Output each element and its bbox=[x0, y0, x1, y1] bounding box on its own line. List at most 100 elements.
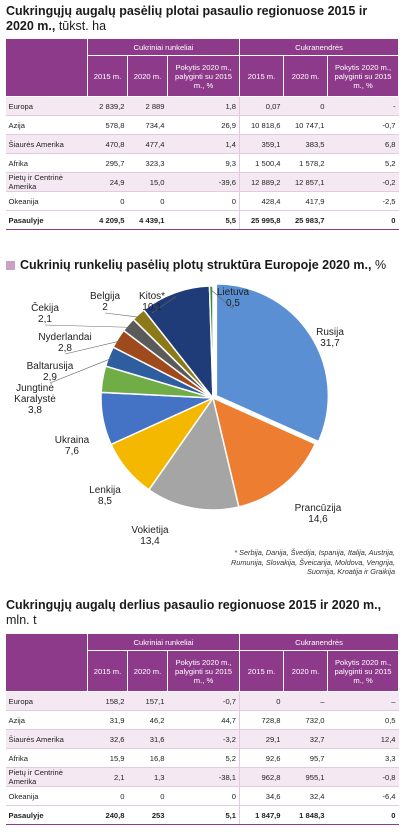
footnote: * Serbija, Danija, Švedija, Ispanija, It… bbox=[231, 548, 395, 576]
title: Cukringųjų augalų pasėlių plotai pasauli… bbox=[6, 4, 368, 33]
row-label: Azija bbox=[5, 115, 88, 135]
section-title: Cukringųjų augalų pasėlių plotai pasauli… bbox=[6, 4, 396, 34]
pie-slice bbox=[147, 396, 240, 511]
slice-name: Belgija bbox=[89, 291, 121, 302]
slice-label: Vokietija 13,4 bbox=[110, 525, 190, 547]
table-cell: 12 857,1 bbox=[283, 172, 328, 192]
group-header: Cukriniai runkeliai bbox=[86, 38, 241, 56]
slice-name: Rusija bbox=[316, 327, 344, 338]
slice-label: Jungtinė Karalystė 3,8 bbox=[0, 383, 75, 416]
table-cell: 24,9 bbox=[87, 172, 128, 192]
table-cell: -2,5 bbox=[327, 191, 399, 211]
slice-value: 14,6 bbox=[308, 514, 328, 525]
table-row: Okeanija 0 0 0 34,6 32,4 -6,4 bbox=[5, 786, 399, 806]
table-row: Europa 158,2 157,1 -0,7 0– – bbox=[5, 691, 399, 711]
column-header: 2015 m. bbox=[87, 55, 128, 97]
row-label: Pietų ir Centrinė Amerika bbox=[5, 172, 88, 192]
table-cell: 0 bbox=[87, 191, 128, 211]
table-row: Pasaulyje 240,8 253 5,1 1 847,9 1 848,3 0 bbox=[5, 805, 399, 825]
table-cell: 417,9 bbox=[283, 191, 328, 211]
slice-label: Rusija 31,7 bbox=[290, 327, 370, 349]
table-cell: 470,8 bbox=[87, 134, 128, 154]
table-cell: 1,4 bbox=[167, 134, 240, 154]
table-cell: – bbox=[327, 691, 399, 711]
table-cell: 12,4 bbox=[327, 729, 399, 749]
row-label: Europa bbox=[5, 96, 88, 116]
column-header: 2015 m. bbox=[239, 55, 285, 97]
group-header: Cukriniai runkeliai bbox=[86, 633, 241, 651]
row-label: Šiaurės Amerika bbox=[5, 134, 88, 154]
table-cell: 25 995,8 bbox=[239, 210, 284, 230]
table-cell: 1 500,4 bbox=[239, 153, 284, 173]
pie-chart: Rusija 31,7 Prancūzija 14,6 Vokietija 13,4 Len… bbox=[0, 275, 403, 595]
table-row: Pasaulyje 4 209,5 4 439,1 5,5 25 995,8 25 983… bbox=[5, 210, 399, 230]
slice-value: 8,5 bbox=[98, 496, 112, 507]
table-cell: -38,1 bbox=[167, 767, 240, 787]
header-row: 2015 m. 2020 m. Pokytis 2020 m., palyginti… bbox=[6, 55, 400, 97]
slice-value: 2,9 bbox=[43, 372, 57, 383]
header-row: 2015 m. 2020 m. Pokytis 2020 m., palyginti… bbox=[6, 650, 400, 692]
table-row: Šiaurės Amerika 32,6 31,6 -3,2 29,1 32,7 12,4 bbox=[5, 729, 399, 749]
table-cell: 1 578,2 bbox=[283, 153, 328, 173]
slice-name: Vokietija bbox=[131, 525, 169, 536]
table-row: Pietų ir Centrinė Amerika 2,1 1,3 -38,1 962,… bbox=[5, 767, 399, 787]
leader-line bbox=[49, 357, 113, 384]
leader-line bbox=[151, 296, 177, 314]
data-table: Cukriniai runkeliai Cukranendrės 2015 m. 20… bbox=[5, 633, 400, 825]
table-cell: 29,1 bbox=[239, 729, 284, 749]
table-cell: 4 439,1 bbox=[127, 210, 168, 230]
table-cell: 0 bbox=[87, 786, 128, 806]
table-cell: 15,0 bbox=[127, 172, 168, 192]
table-cell: 323,3 bbox=[127, 153, 168, 173]
slice-name: Baltarusija bbox=[26, 361, 74, 372]
row-label: Okeanija bbox=[5, 191, 88, 211]
table-cell: 9,3 bbox=[167, 153, 240, 173]
table-cell: -3,2 bbox=[167, 729, 240, 749]
table-cell: 1,3 bbox=[127, 767, 168, 787]
table-cell: 44,7 bbox=[167, 710, 240, 730]
row-label: Šiaurės Amerika bbox=[5, 729, 88, 749]
unit: mln. t bbox=[6, 613, 37, 627]
section-title: Cukrinių runkelių pasėlių plotų struktūr… bbox=[6, 258, 403, 273]
header-row: Cukriniai runkeliai Cukranendrės bbox=[5, 633, 400, 692]
column-header: 2020 m. bbox=[283, 650, 329, 692]
column-header: 2020 m. bbox=[127, 650, 168, 692]
column-header: Pokytis 2020 m., palyginti su 2015 m., % bbox=[327, 55, 400, 97]
section-title: Cukringųjų augalų derlius pasaulio regio… bbox=[6, 598, 396, 628]
pie-slice bbox=[215, 283, 330, 443]
row-label: Afrika bbox=[5, 748, 88, 768]
pie-svg bbox=[44, 283, 330, 511]
table-cell: -0,7 bbox=[327, 115, 399, 135]
table-cell: 5,5 bbox=[167, 210, 240, 230]
slice-value: 7,6 bbox=[65, 446, 79, 457]
header-corner bbox=[5, 38, 88, 97]
slice-label: Kitos* 10,1 bbox=[112, 291, 192, 313]
table-cell: 962,8 bbox=[239, 767, 284, 787]
table-cell: 92,6 bbox=[239, 748, 284, 768]
slice-name: Lietuva bbox=[216, 287, 250, 298]
table-cell: 46,2 bbox=[127, 710, 168, 730]
table-cell: 26,9 bbox=[167, 115, 240, 135]
table-row: Okeanija 0 0 0 428,4 417,9 -2,5 bbox=[5, 191, 399, 211]
table-cell: 5,2 bbox=[327, 153, 399, 173]
header-row: Cukriniai runkeliai Cukranendrės bbox=[5, 38, 400, 97]
table-cell: 477,4 bbox=[127, 134, 168, 154]
table-cell: 1,8 bbox=[167, 96, 240, 116]
table-cell: 253 bbox=[127, 805, 168, 825]
table-cell: 5,2 bbox=[167, 748, 240, 768]
slice-label: Belgija 2 bbox=[65, 291, 145, 313]
slice-name: Čekija bbox=[31, 303, 59, 314]
table-cell: 383,5 bbox=[283, 134, 328, 154]
table-cell: 0 bbox=[127, 786, 168, 806]
table-cell: 955,1 bbox=[283, 767, 328, 787]
column-header: Pokytis 2020 m., palyginti su 2015 m., % bbox=[327, 650, 400, 692]
leader-line bbox=[64, 340, 122, 355]
table-cell: -6,4 bbox=[327, 786, 399, 806]
slice-name: Prancūzija bbox=[294, 503, 342, 514]
table-cell: 240,8 bbox=[87, 805, 128, 825]
group-header: Cukranendrės bbox=[239, 633, 400, 651]
slice-value: 3,8 bbox=[28, 405, 42, 416]
group-header: Cukranendrės bbox=[239, 38, 400, 56]
unit: tūkst. ha bbox=[58, 19, 107, 33]
